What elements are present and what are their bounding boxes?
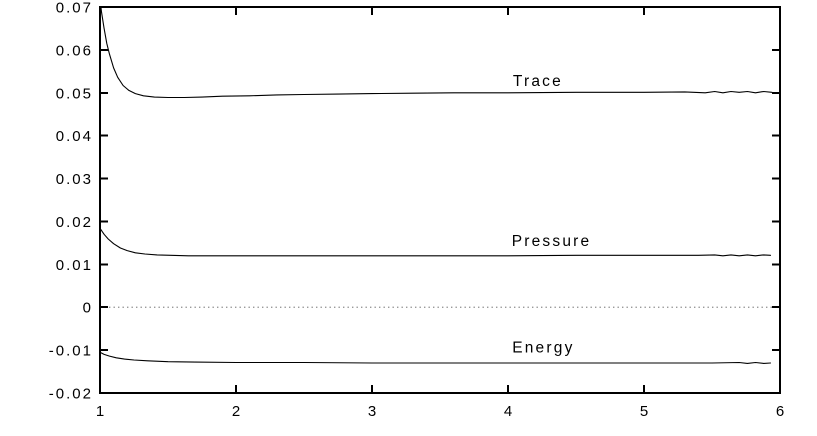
y-tick-label: 0 — [83, 300, 93, 317]
y-tick-label: 0.07 — [56, 0, 93, 17]
series-label-trace: Trace — [513, 73, 563, 90]
y-tick-label: -0.01 — [49, 343, 93, 360]
x-tick-label: 3 — [368, 403, 378, 420]
x-tick-label: 4 — [504, 403, 514, 420]
y-tick-label: 0.06 — [56, 42, 93, 59]
series-curve-trace — [100, 7, 773, 99]
series-label-pressure: Pressure — [512, 233, 592, 250]
series-curve-pressure — [100, 227, 772, 257]
y-tick-label: -0.02 — [49, 386, 93, 403]
series-curve-energy — [100, 351, 772, 364]
y-tick-label: 0.02 — [56, 214, 93, 231]
y-tick-label: 0.03 — [56, 171, 93, 188]
y-tick-label: 0.04 — [56, 128, 93, 145]
y-tick-label: 0.01 — [56, 257, 93, 274]
plot-border — [99, 6, 781, 394]
x-tick-label: 6 — [776, 403, 786, 420]
y-tick-label: 0.05 — [56, 85, 93, 102]
x-tick-label: 1 — [96, 403, 106, 420]
x-tick-label: 5 — [640, 403, 650, 420]
series-group — [100, 7, 773, 364]
x-tick-label: 2 — [232, 403, 242, 420]
series-label-energy: Energy — [512, 340, 574, 357]
